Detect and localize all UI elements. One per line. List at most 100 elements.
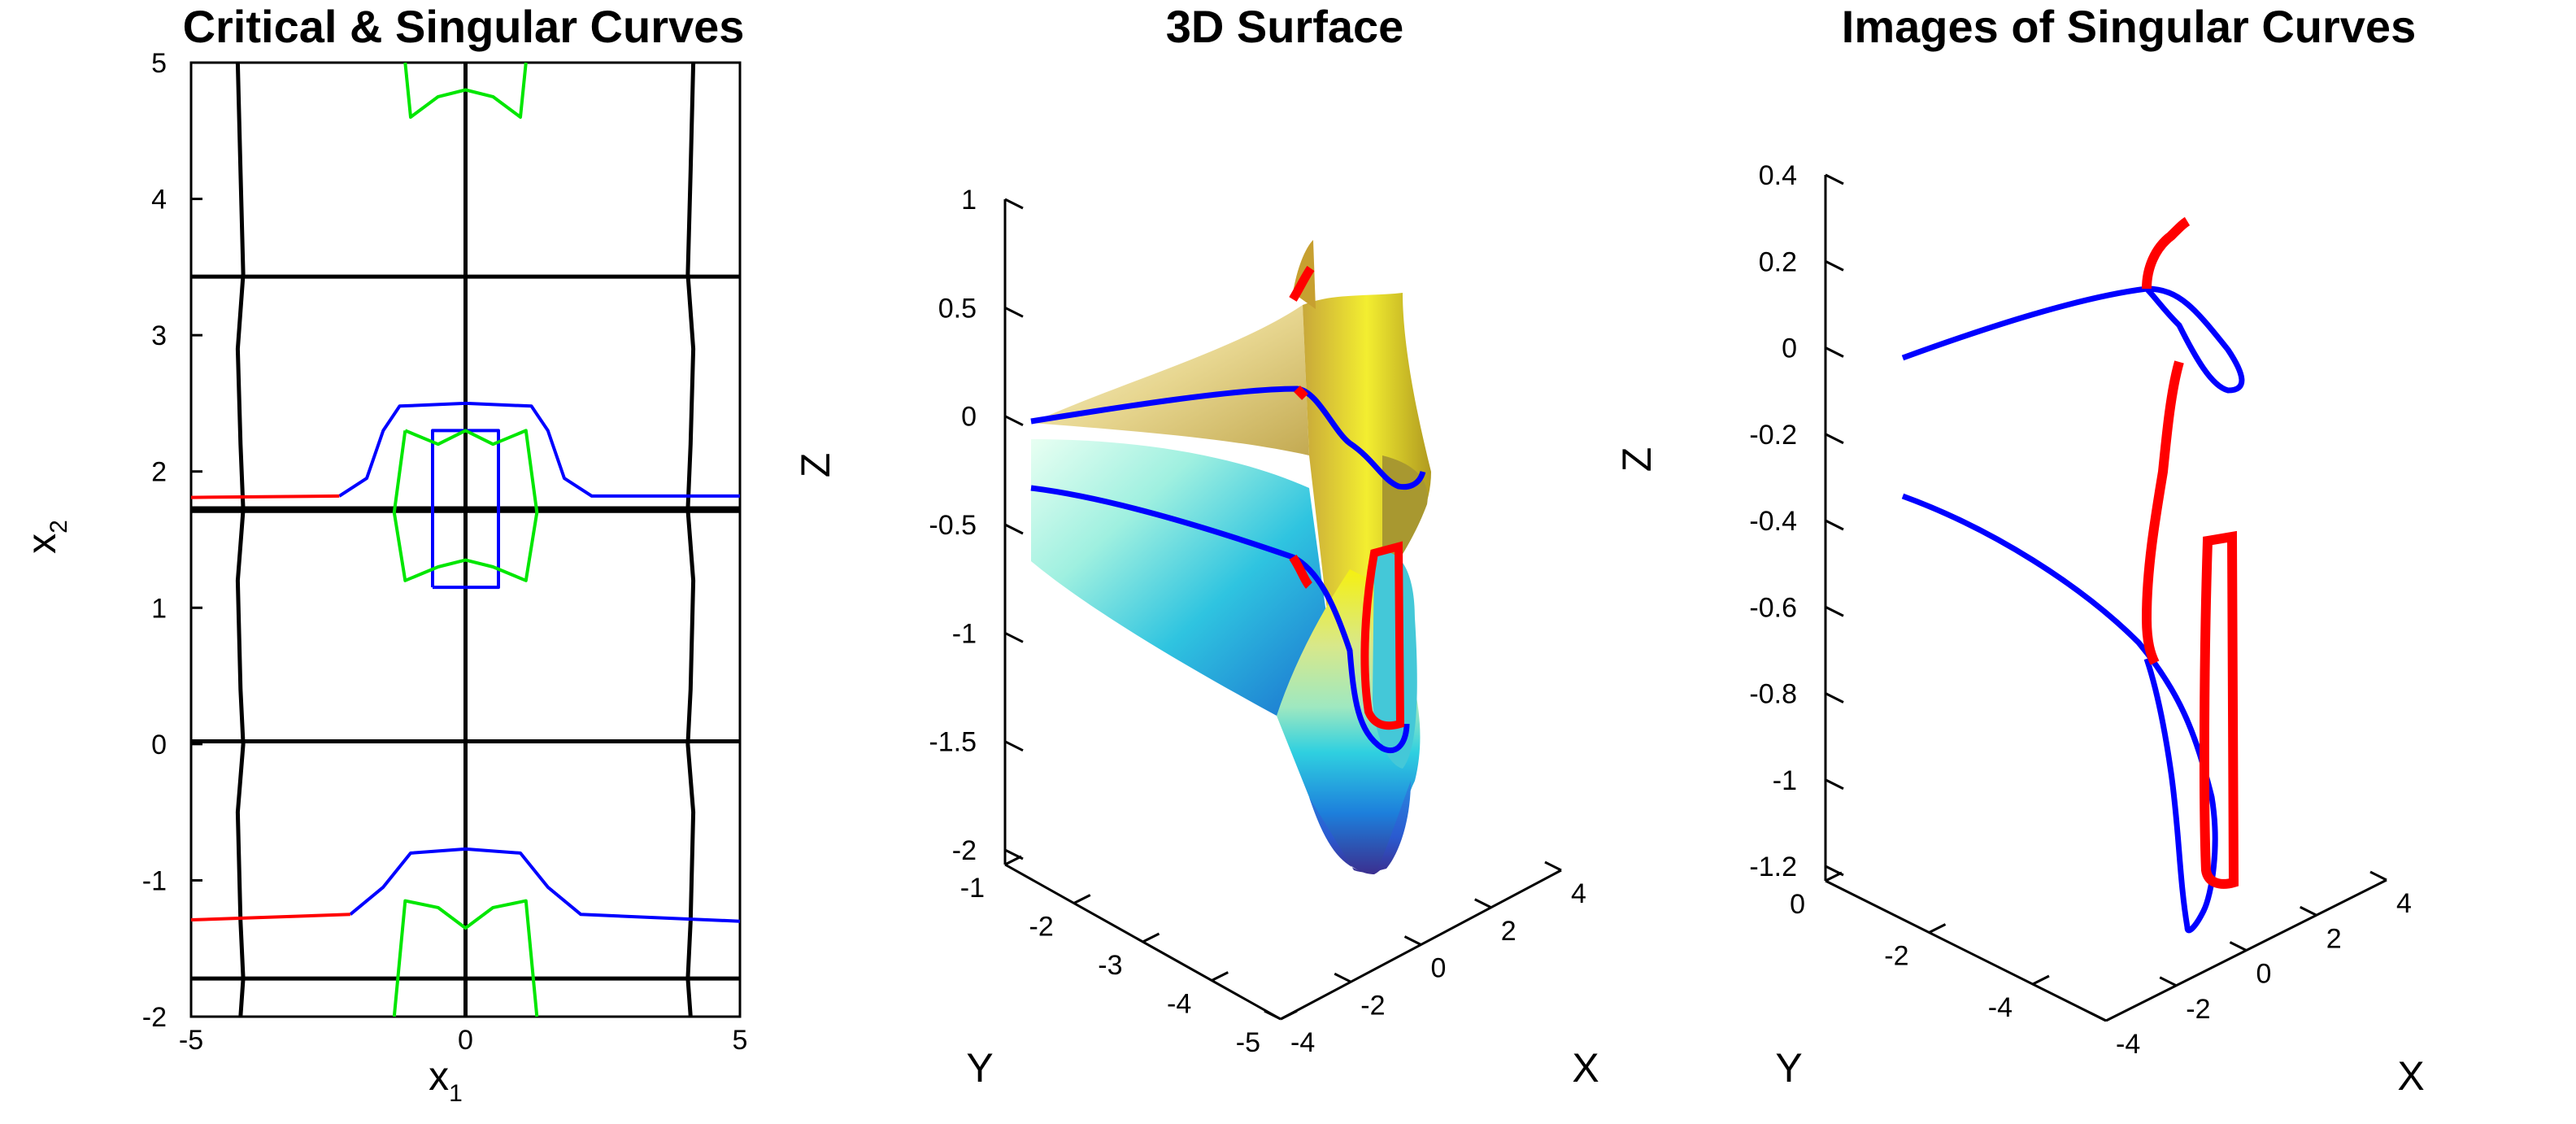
y-tick-mark (2032, 974, 2050, 986)
z-tick-label: -0.4 (1749, 506, 1797, 537)
x-tick-label: -2 (2186, 994, 2210, 1025)
z-tick-label: 0.4 (1759, 160, 1797, 191)
y-tick-mark (1928, 923, 1947, 934)
critical-singular-panel: Critical & Singular Curves -5 0 5 -2 -1 0 1 2 3 4… (19, 1, 747, 1107)
green-curve (392, 899, 539, 1017)
x-tick-mark (2089, 1011, 2107, 1022)
y-tick-label: 5 (151, 48, 167, 79)
z-tick-mark (1825, 346, 1844, 358)
y-tick-label: -3 (1098, 950, 1122, 981)
surface-blue-curve-upper (1030, 386, 1426, 490)
surface-blue-curve-lower (1030, 485, 1410, 754)
z-tick-mark (1825, 519, 1844, 531)
z-tick-label: -1.5 (929, 727, 977, 758)
y-tick-label: -5 (1236, 1027, 1260, 1058)
z-tick-label: -1 (1773, 765, 1797, 796)
z-tick-label: 0 (1782, 333, 1797, 364)
red-curve (190, 913, 350, 921)
panel3-title: Images of Singular Curves (1842, 1, 2416, 52)
panel3-y-axis (1825, 879, 2107, 1022)
panel1-ylabel: x2 (19, 520, 72, 554)
image-red-curve-top (2142, 216, 2191, 290)
z-tick-label: -0.8 (1749, 679, 1797, 710)
z-tick-label: 1 (961, 185, 977, 216)
y-tick-label: 0 (1790, 889, 1805, 920)
panel2-xlabel: X (1572, 1045, 1599, 1091)
x2-label-base: x (19, 534, 64, 554)
blue-curve (431, 429, 500, 590)
z-tick-label: 0 (961, 402, 977, 433)
y-tick-mark (1073, 894, 1091, 904)
surface-lower-wing (1031, 439, 1334, 716)
z-tick-mark (1825, 778, 1844, 791)
x-tick-label: 2 (2326, 923, 2342, 954)
surface-panel: 3D Surface 1 0.5 0 -0.5 -1 -1.5 -2 -1 -2 -3 -4 -5 -4… (793, 1, 1599, 1091)
y-tick-label: -4 (1167, 989, 1191, 1020)
y-tick-label: 3 (151, 320, 167, 351)
z-tick-mark (1825, 259, 1844, 272)
z-tick-label: 0.2 (1759, 246, 1797, 277)
surface-red-curve-mid2 (1289, 554, 1313, 589)
image-red-loop (2199, 530, 2239, 889)
y-tick-label: -4 (1988, 992, 2012, 1023)
x-tick-mark (2300, 905, 2317, 917)
x-tick-mark (1264, 1009, 1281, 1021)
z-tick-label: -0.6 (1749, 592, 1797, 623)
x-tick-label: 2 (1501, 916, 1516, 947)
y-tick-label: -2 (142, 1002, 167, 1033)
z-tick-mark (1004, 740, 1024, 752)
surface-bottom (1309, 781, 1411, 874)
x-tick-label: 0 (458, 1025, 473, 1056)
surface-red-curve-mid (1294, 386, 1308, 400)
x-tick-mark (1403, 935, 1422, 946)
y-tick-label: 0 (151, 730, 167, 760)
x-tick-label: 0 (2256, 959, 2272, 990)
z-tick-label: 0.5 (938, 293, 977, 324)
blue-curve (349, 847, 741, 923)
z-tick-mark (1004, 198, 1024, 210)
x-tick-label: -5 (179, 1025, 203, 1056)
panel3-xlabel: X (2397, 1053, 2424, 1099)
x-tick-label: 4 (1571, 878, 1586, 909)
y-tick-label: -1 (142, 865, 167, 896)
panel2-ticks: 1 0.5 0 -0.5 -1 -1.5 -2 -1 -2 -3 -4 -5 -4 -2 0 2 4 (929, 185, 1586, 1058)
y-tick-label: 1 (151, 593, 167, 624)
z-tick-mark (1825, 605, 1844, 617)
y-tick-mark (1211, 971, 1229, 982)
x-tick-label: 5 (733, 1025, 748, 1056)
x1-label-sub: 1 (449, 1080, 463, 1107)
green-curve (403, 62, 528, 119)
surface-wall (1303, 293, 1431, 667)
x-tick-label: -4 (1290, 1027, 1315, 1058)
z-tick-mark (1004, 306, 1024, 318)
z-tick-mark (1825, 173, 1844, 185)
singular-image-curves (1901, 216, 2245, 934)
panel1-title: Critical & Singular Curves (183, 1, 745, 52)
z-tick-label: -0.2 (1749, 420, 1797, 451)
singular-images-panel: Images of Singular Curves 0.4 0.2 0 -0.2 -0.… (1614, 1, 2425, 1099)
surface-red-curve-top (1289, 265, 1315, 302)
x-tick-mark (2159, 976, 2177, 987)
green-curve (392, 429, 539, 582)
x-tick-label: -2 (1360, 990, 1385, 1021)
x-tick-mark (1544, 860, 1562, 872)
red-curve (190, 494, 340, 499)
panel1-xlabel: x1 (429, 1053, 463, 1107)
panel2-zlabel: Z (793, 453, 838, 478)
y-tick-label: -2 (1884, 941, 1908, 972)
x2-label-sub: 2 (46, 520, 72, 534)
y-tick-mark (1280, 1009, 1298, 1021)
y-tick-mark (1004, 855, 1022, 866)
z-tick-label: -1.2 (1749, 852, 1797, 882)
y-tick-label: 4 (151, 185, 167, 216)
y-tick-label: -1 (960, 873, 985, 904)
panel3-axes (1824, 175, 2387, 1022)
z-tick-mark (1004, 523, 1024, 535)
x-tick-label: 4 (2396, 888, 2412, 919)
black-curve (685, 62, 696, 1017)
surface-singular-curves (1030, 265, 1426, 754)
x-tick-label: 0 (1431, 953, 1447, 984)
x-tick-mark (2229, 941, 2247, 952)
z-tick-mark (1004, 415, 1024, 427)
